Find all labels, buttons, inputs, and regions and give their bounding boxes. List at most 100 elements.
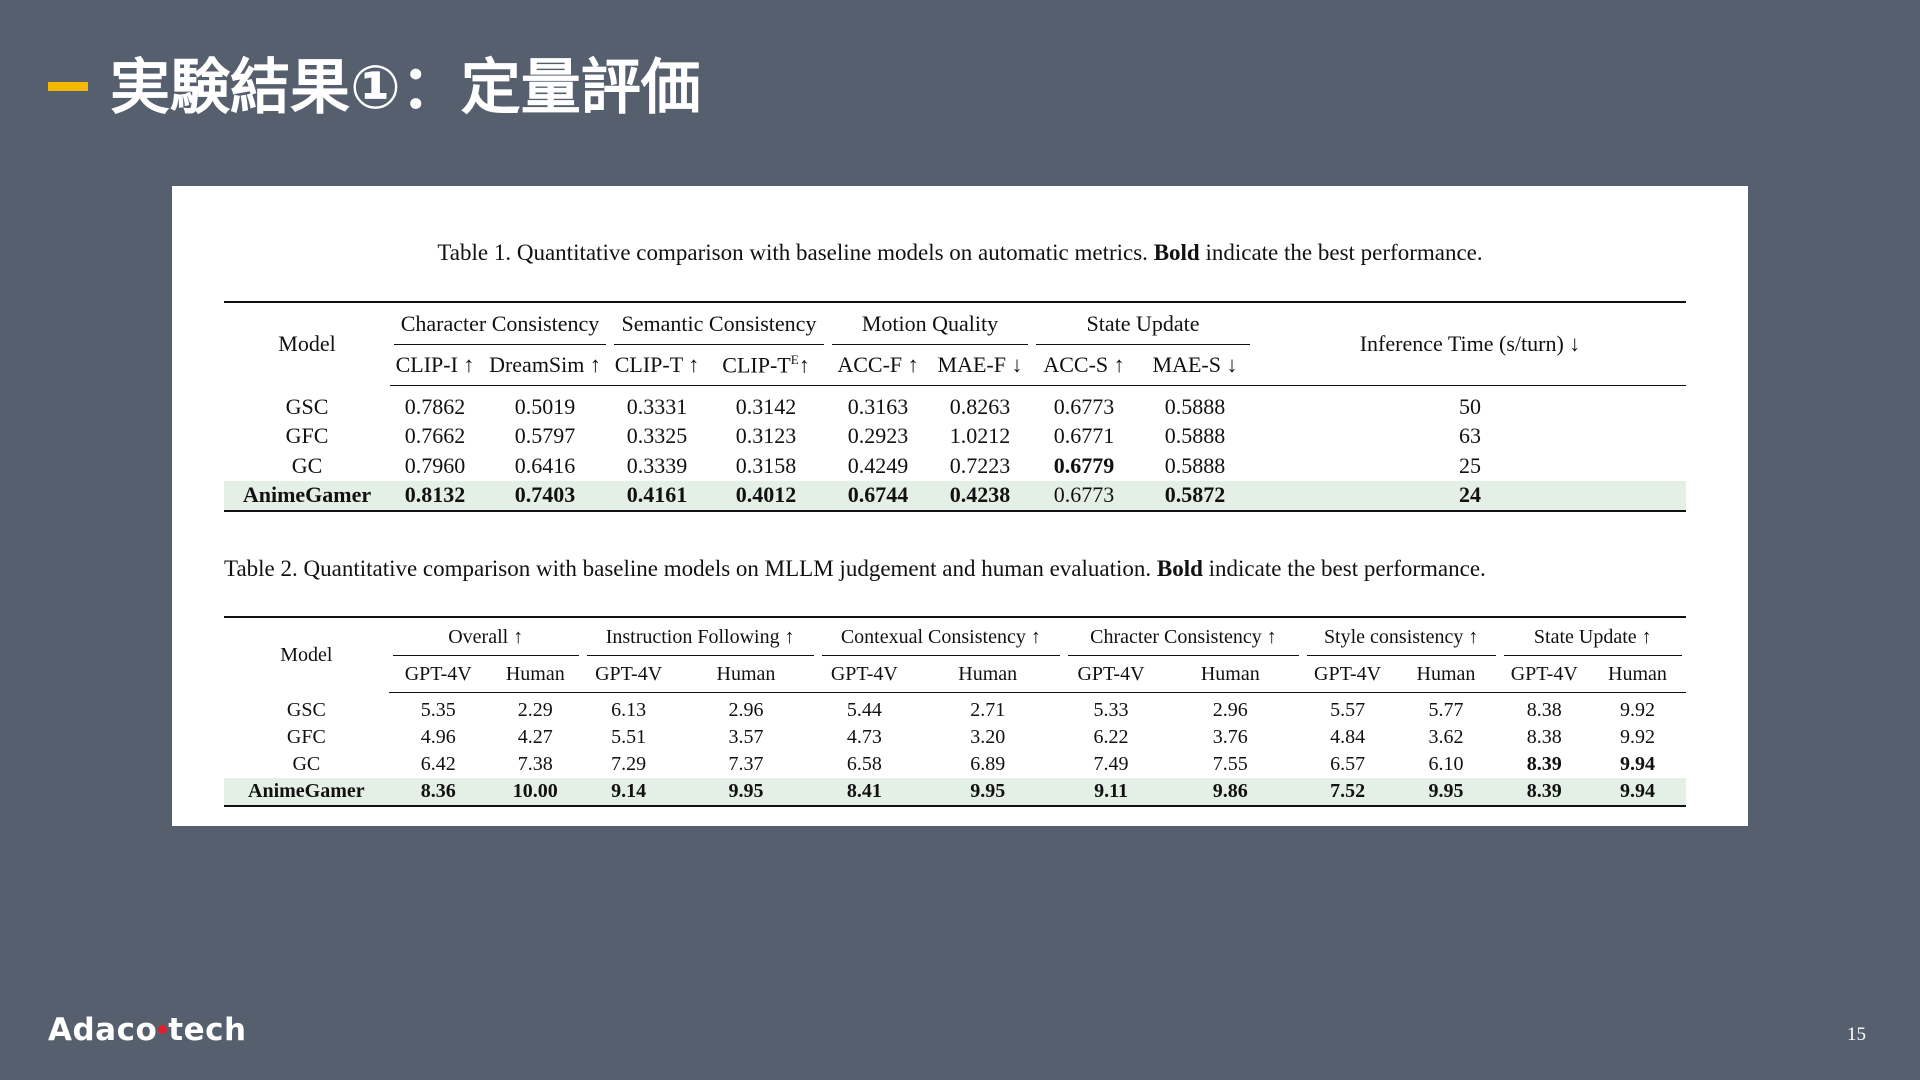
- t2-group-header: State Update ↑: [1500, 617, 1686, 656]
- model-name-cell: AnimeGamer: [224, 480, 390, 511]
- value-cell: 0.4249: [847, 452, 909, 478]
- t1-metric-header: CLIP-TE↑: [704, 345, 828, 386]
- table1: Model Character Consistency Semantic Con…: [224, 301, 1686, 512]
- t1-model-header: Model: [278, 331, 336, 357]
- value-cell: 0.4238: [928, 480, 1032, 511]
- value-cell: 0.4161: [610, 480, 704, 511]
- t2-group-header: Contexual Consistency ↑: [818, 617, 1065, 656]
- table-row: AnimeGamer 8.36 10.00 9.14 9.95 8.41 9.95 9.11 9…: [224, 778, 1686, 806]
- value-cell: 5.44: [846, 699, 882, 721]
- value-cell: 4.27: [517, 726, 553, 748]
- model-name-cell: GC: [291, 452, 323, 478]
- value-cell: 0.3158: [735, 452, 797, 478]
- t1-metric-header: MAE-F ↓: [928, 345, 1032, 386]
- value-cell: 9.14: [582, 778, 675, 806]
- value-cell: 5.33: [1093, 699, 1129, 721]
- logo-red-dot: [158, 1025, 168, 1034]
- value-cell: 0.6416: [514, 452, 576, 478]
- model-name-cell: GC: [292, 753, 321, 775]
- value-cell: 7.55: [1212, 753, 1248, 775]
- value-cell: 6.89: [970, 753, 1006, 775]
- t1-group-header: State Update: [1032, 302, 1254, 345]
- value-cell: 50: [1459, 393, 1481, 419]
- t1-metric-header: DreamSim ↑: [480, 345, 610, 386]
- model-name-cell: GFC: [286, 726, 326, 748]
- value-cell: 9.95: [1392, 778, 1500, 806]
- value-cell: 0.6771: [1053, 423, 1115, 449]
- paper-tables-panel: Table 1. Quantitative comparison with ba…: [172, 186, 1748, 826]
- table2: Model Overall ↑ Instruction Following ↑ Co…: [224, 616, 1686, 807]
- value-cell: 2.29: [517, 699, 553, 721]
- value-cell: 1.0212: [949, 423, 1011, 449]
- t2-group-header: Overall ↑: [389, 617, 583, 656]
- value-cell: 9.94: [1588, 778, 1686, 806]
- value-cell: 7.37: [728, 753, 764, 775]
- value-cell: 0.3339: [626, 452, 688, 478]
- value-cell: 6.42: [420, 753, 456, 775]
- t2-sub-header: GPT-4V: [582, 656, 675, 693]
- value-cell: 0.7223: [949, 452, 1011, 478]
- value-cell: 2.96: [1212, 699, 1248, 721]
- value-cell: 9.92: [1619, 726, 1655, 748]
- value-cell: 63: [1459, 423, 1481, 449]
- model-name-cell: AnimeGamer: [224, 778, 389, 806]
- model-name-cell: GFC: [285, 423, 329, 449]
- adacotech-logo: Adaco tech: [48, 1012, 247, 1048]
- value-cell: 8.41: [817, 778, 912, 806]
- t2-group-header: Style consistency ↑: [1303, 617, 1500, 656]
- value-cell: 0.6779: [1053, 452, 1115, 478]
- value-cell: 2.96: [728, 699, 764, 721]
- t2-group-header: Chracter Consistency ↑: [1064, 617, 1303, 656]
- value-cell: 2.71: [970, 699, 1006, 721]
- value-cell: 3.62: [1428, 726, 1464, 748]
- table2-caption: Table 2. Quantitative comparison with ba…: [224, 556, 1486, 581]
- value-cell: 5.57: [1330, 699, 1366, 721]
- value-cell: 0.3163: [847, 393, 909, 419]
- value-cell: 0.2923: [847, 423, 909, 449]
- value-cell: 0.5888: [1164, 452, 1226, 478]
- value-cell: 5.35: [420, 699, 456, 721]
- value-cell: 4.73: [846, 726, 882, 748]
- value-cell: 24: [1254, 480, 1686, 511]
- value-cell: 9.11: [1064, 778, 1158, 806]
- value-cell: 8.38: [1526, 699, 1562, 721]
- table1-caption: Table 1. Quantitative comparison with ba…: [437, 240, 1483, 265]
- t2-sub-header: GPT-4V: [1064, 656, 1158, 693]
- t2-sub-header: Human: [1392, 656, 1500, 693]
- value-cell: 0.5872: [1136, 480, 1254, 511]
- value-cell: 0.6773: [1053, 393, 1115, 419]
- value-cell: 6.57: [1330, 753, 1366, 775]
- t1-group-header: Motion Quality: [828, 302, 1032, 345]
- value-cell: 0.7662: [404, 423, 466, 449]
- value-cell: 8.38: [1526, 726, 1562, 748]
- value-cell: 0.5019: [514, 393, 576, 419]
- value-cell: 0.8263: [949, 393, 1011, 419]
- value-cell: 3.20: [970, 726, 1006, 748]
- value-cell: 9.94: [1619, 753, 1655, 775]
- t1-metric-header: ACC-F ↑: [828, 345, 928, 386]
- t2-sub-header: GPT-4V: [1302, 656, 1393, 693]
- value-cell: 0.6744: [828, 480, 928, 511]
- title-accent-bar: [48, 82, 88, 91]
- value-cell: 5.51: [611, 726, 647, 748]
- t2-model-header: Model: [280, 643, 333, 666]
- table-row: AnimeGamer 0.8132 0.7403 0.4161 0.4012 0.6744…: [224, 480, 1686, 511]
- value-cell: 7.29: [611, 753, 647, 775]
- value-cell: 0.7960: [404, 452, 466, 478]
- value-cell: 6.22: [1093, 726, 1129, 748]
- table-row: GC 0.7960 0.6416 0.3339 0.3158 0.4249 0.7223 0.…: [224, 451, 1686, 481]
- value-cell: 4.84: [1330, 726, 1366, 748]
- value-cell: 8.36: [388, 778, 488, 806]
- value-cell: 0.4012: [704, 480, 828, 511]
- t1-metric-header: MAE-S ↓: [1136, 345, 1254, 386]
- value-cell: 0.7862: [404, 393, 466, 419]
- t2-sub-header: Human: [1157, 656, 1303, 693]
- value-cell: 0.3331: [626, 393, 688, 419]
- value-cell: 0.7403: [480, 480, 610, 511]
- t2-sub-header: Human: [674, 656, 818, 693]
- slide-title: 実験結果①：定量評価: [110, 53, 701, 123]
- value-cell: 9.92: [1619, 699, 1655, 721]
- value-cell: 25: [1459, 452, 1481, 478]
- value-cell: 0.6773: [1032, 480, 1136, 511]
- value-cell: 0.3123: [735, 423, 797, 449]
